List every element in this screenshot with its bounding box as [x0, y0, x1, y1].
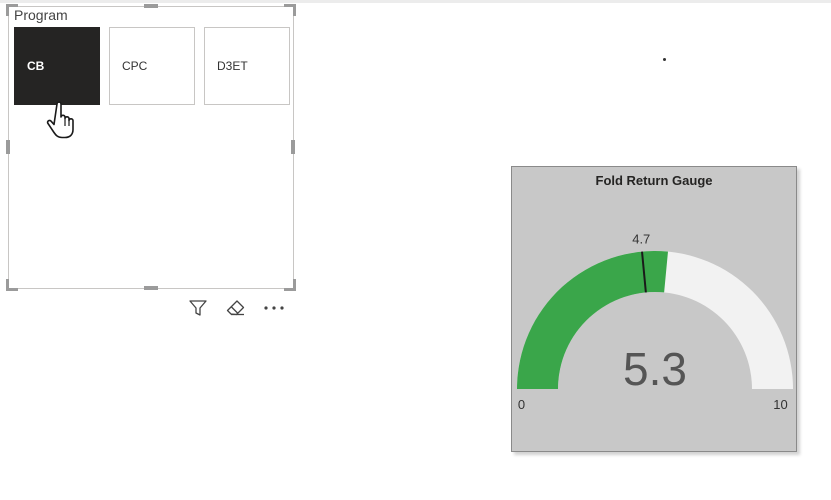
gauge-fill — [517, 250, 668, 389]
resize-handle-bottom-left[interactable] — [6, 279, 18, 291]
gauge-chart: 4.7 5.3 0 10 — [517, 232, 793, 412]
resize-handle-top-left[interactable] — [6, 4, 18, 16]
resize-handle-bottom[interactable] — [144, 286, 158, 290]
slicer-tiles: CB CPC D3ET — [14, 27, 290, 105]
resize-handle-top-right[interactable] — [284, 4, 296, 16]
slicer-tile-cb[interactable]: CB — [14, 27, 100, 105]
slicer-tile-label: CPC — [122, 59, 148, 73]
gauge-target-marker — [641, 251, 647, 293]
gauge-title: Fold Return Gauge — [595, 173, 713, 188]
slicer-tile-label: D3ET — [217, 59, 248, 73]
canvas-top-border — [0, 0, 831, 3]
resize-handle-top[interactable] — [144, 4, 158, 8]
slicer-title: Program — [14, 7, 68, 23]
stray-dot — [663, 58, 666, 61]
slicer-tile-label: CB — [27, 59, 45, 73]
filter-icon[interactable] — [186, 296, 210, 320]
gauge-min-label: 0 — [518, 397, 525, 412]
eraser-icon[interactable] — [224, 296, 248, 320]
slicer-tile-d3et[interactable]: D3ET — [204, 27, 290, 105]
program-slicer[interactable]: Program CB CPC D3ET — [6, 4, 296, 291]
fold-return-gauge-card[interactable]: Fold Return Gauge 4.7 5.3 0 10 — [511, 166, 797, 452]
gauge-target-label: 4.7 — [632, 232, 650, 247]
slicer-tile-cpc[interactable]: CPC — [109, 27, 195, 105]
resize-handle-right[interactable] — [291, 140, 295, 154]
more-options-icon[interactable] — [262, 296, 286, 320]
resize-handle-left[interactable] — [6, 140, 10, 154]
resize-handle-bottom-right[interactable] — [284, 279, 296, 291]
visual-actions — [186, 296, 286, 320]
gauge-value-label: 5.3 — [623, 343, 687, 395]
hand-pointer-cursor-icon — [46, 101, 74, 139]
gauge-max-label: 10 — [773, 397, 787, 412]
